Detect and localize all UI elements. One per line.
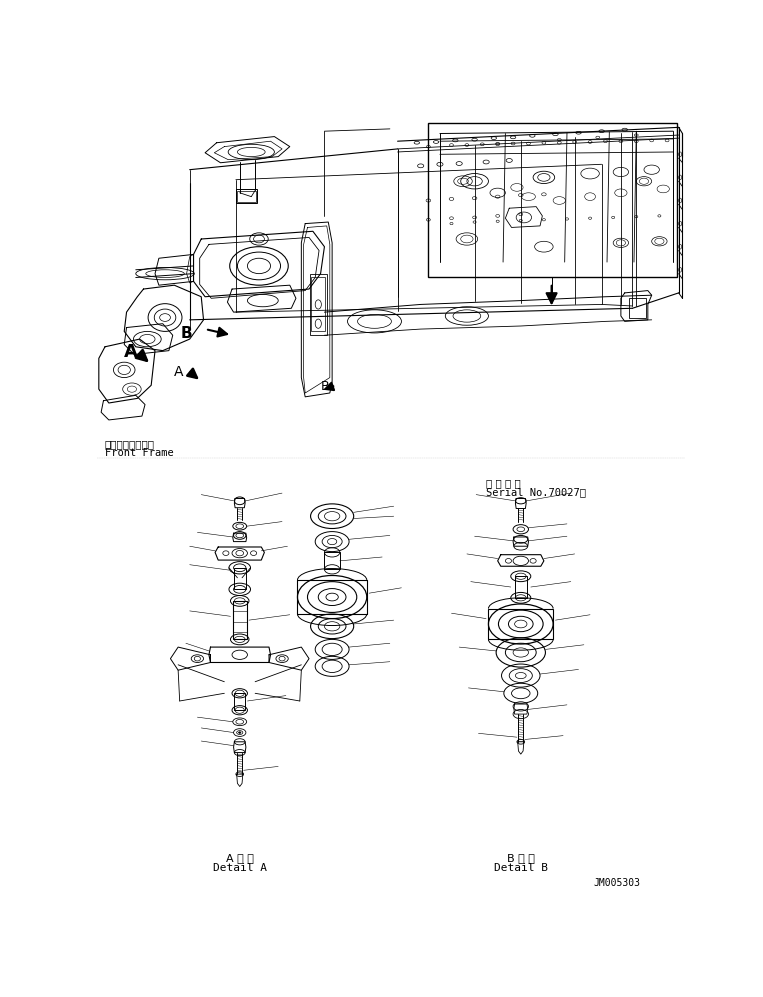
- Bar: [237, 191, 256, 202]
- Bar: [310, 273, 327, 335]
- Text: Detail B: Detail B: [494, 862, 548, 872]
- Bar: [629, 298, 645, 317]
- Bar: [233, 601, 246, 639]
- Text: A: A: [124, 343, 138, 361]
- Ellipse shape: [239, 732, 241, 734]
- Bar: [298, 580, 367, 614]
- Text: Detail A: Detail A: [213, 862, 267, 872]
- Text: B: B: [320, 380, 329, 393]
- Text: B 詳 細: B 詳 細: [507, 853, 535, 863]
- Text: A 詳 細: A 詳 細: [226, 853, 253, 863]
- Text: B: B: [180, 326, 192, 341]
- Text: JM005303: JM005303: [594, 878, 641, 888]
- Text: A: A: [174, 365, 184, 379]
- Bar: [233, 567, 246, 589]
- Bar: [236, 189, 257, 202]
- Bar: [311, 277, 325, 331]
- Bar: [428, 124, 677, 277]
- Text: Front Frame: Front Frame: [105, 449, 174, 459]
- Text: フロントフレーム: フロントフレーム: [105, 440, 155, 450]
- Bar: [514, 576, 527, 598]
- Bar: [324, 552, 340, 569]
- Text: Serial No.70027～: Serial No.70027～: [486, 487, 586, 497]
- Bar: [234, 693, 245, 710]
- Bar: [488, 608, 553, 639]
- Text: 適 用 号 機: 適 用 号 機: [486, 478, 521, 488]
